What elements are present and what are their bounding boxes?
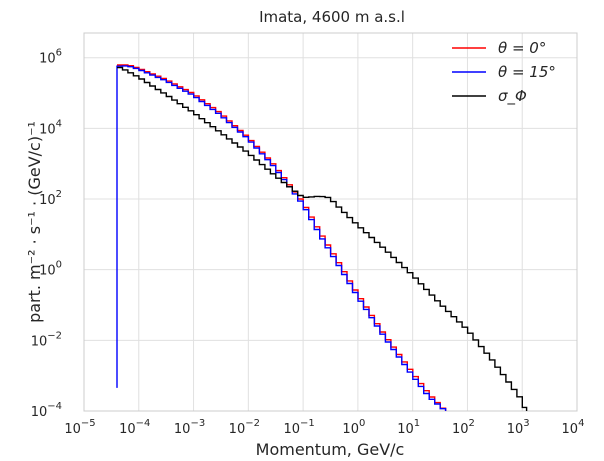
x-tick-exponent: −5 [81,418,96,429]
x-tick-exponent: 0 [359,418,365,429]
series-line-1 [116,65,447,411]
x-axis-label: Momentum, GeV/c [256,440,405,459]
y-tick-exponent: 4 [56,118,62,129]
x-tick-exponent: −2 [245,418,260,429]
legend: θ = 0° θ = 15° σ_Φ [452,39,556,106]
y-tick-exponent: 0 [56,260,62,271]
x-tick-exponent: −1 [300,418,315,429]
y-tick-exponent: 6 [56,48,62,59]
x-tick-exponent: 4 [578,418,584,429]
y-tick-exponent: 2 [56,189,62,200]
legend-label: σ_Φ [498,87,527,106]
y-axis-label: part. m⁻² · s⁻¹ · (GeV/c)⁻¹ [25,121,44,323]
chart-title: Imata, 4600 m a.s.l [259,8,405,26]
series-line-2 [117,66,528,411]
x-tick-exponent: 3 [523,418,529,429]
y-tick-exponent: −2 [47,330,62,341]
x-tick-exponent: 2 [469,418,475,429]
legend-label: θ = 15° [498,63,556,81]
y-tick-exponent: −4 [47,401,62,412]
series-layer [116,64,528,411]
x-tick-exponent: −3 [190,418,205,429]
x-tick-exponent: −4 [136,418,151,429]
legend-label: θ = 0° [498,39,546,57]
plot-area-frame [83,32,578,412]
x-tick-exponent: 1 [414,418,420,429]
